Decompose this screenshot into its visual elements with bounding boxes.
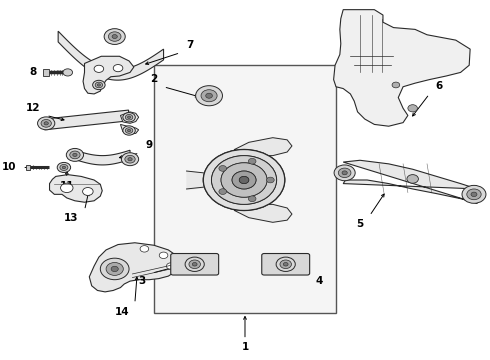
Circle shape bbox=[127, 129, 131, 132]
Circle shape bbox=[113, 64, 123, 72]
Bar bbox=[25, 165, 30, 170]
Circle shape bbox=[221, 163, 267, 197]
FancyBboxPatch shape bbox=[262, 253, 310, 275]
Circle shape bbox=[66, 148, 84, 161]
Circle shape bbox=[60, 165, 68, 171]
Polygon shape bbox=[75, 150, 130, 165]
Circle shape bbox=[140, 246, 148, 252]
Circle shape bbox=[203, 149, 285, 211]
Circle shape bbox=[467, 189, 481, 200]
Text: 5: 5 bbox=[357, 219, 364, 229]
Circle shape bbox=[95, 82, 102, 88]
Polygon shape bbox=[49, 175, 102, 202]
Text: 12: 12 bbox=[26, 103, 41, 113]
Circle shape bbox=[196, 86, 222, 106]
Circle shape bbox=[189, 260, 200, 269]
Circle shape bbox=[62, 166, 66, 169]
Circle shape bbox=[212, 156, 277, 204]
Text: 2: 2 bbox=[150, 74, 158, 84]
FancyBboxPatch shape bbox=[171, 253, 219, 275]
Circle shape bbox=[41, 120, 51, 127]
Circle shape bbox=[125, 155, 135, 163]
Bar bbox=[154, 65, 336, 313]
Circle shape bbox=[167, 263, 175, 269]
Circle shape bbox=[70, 151, 80, 159]
Circle shape bbox=[123, 126, 135, 135]
Circle shape bbox=[38, 117, 55, 130]
Text: 7: 7 bbox=[186, 40, 194, 50]
Circle shape bbox=[100, 258, 129, 280]
Circle shape bbox=[98, 84, 100, 86]
Bar bbox=[43, 69, 49, 76]
Circle shape bbox=[471, 192, 477, 197]
Circle shape bbox=[248, 196, 256, 202]
Circle shape bbox=[106, 262, 123, 275]
Circle shape bbox=[212, 156, 277, 204]
Polygon shape bbox=[121, 125, 139, 134]
Text: 3: 3 bbox=[139, 276, 146, 286]
Circle shape bbox=[239, 176, 249, 184]
Polygon shape bbox=[45, 110, 128, 130]
Circle shape bbox=[185, 257, 204, 271]
Circle shape bbox=[221, 163, 267, 197]
Circle shape bbox=[232, 171, 256, 189]
Circle shape bbox=[83, 188, 93, 195]
Circle shape bbox=[206, 93, 213, 98]
Text: 9: 9 bbox=[146, 140, 152, 150]
Circle shape bbox=[232, 171, 256, 189]
Circle shape bbox=[127, 116, 131, 118]
Circle shape bbox=[57, 162, 71, 172]
Circle shape bbox=[122, 153, 139, 166]
Circle shape bbox=[125, 128, 133, 133]
Circle shape bbox=[407, 175, 418, 183]
Polygon shape bbox=[58, 31, 164, 80]
Circle shape bbox=[267, 177, 274, 183]
Circle shape bbox=[111, 266, 118, 272]
Text: 13: 13 bbox=[64, 213, 79, 223]
Circle shape bbox=[94, 65, 104, 72]
Text: 1: 1 bbox=[242, 342, 248, 352]
Circle shape bbox=[125, 114, 133, 120]
Circle shape bbox=[61, 183, 73, 193]
Circle shape bbox=[201, 90, 217, 102]
Circle shape bbox=[462, 185, 486, 203]
Text: 6: 6 bbox=[435, 81, 442, 91]
Polygon shape bbox=[234, 204, 292, 222]
Circle shape bbox=[159, 252, 168, 258]
Circle shape bbox=[408, 105, 417, 112]
Circle shape bbox=[128, 158, 132, 161]
Circle shape bbox=[112, 35, 117, 39]
Circle shape bbox=[192, 262, 197, 266]
Circle shape bbox=[219, 166, 226, 171]
Circle shape bbox=[108, 32, 121, 41]
Circle shape bbox=[334, 165, 355, 181]
Circle shape bbox=[203, 149, 285, 211]
Circle shape bbox=[280, 260, 292, 269]
Circle shape bbox=[342, 171, 347, 175]
Circle shape bbox=[93, 80, 105, 90]
Polygon shape bbox=[343, 160, 477, 203]
Text: 10: 10 bbox=[2, 162, 17, 172]
Circle shape bbox=[44, 122, 49, 125]
Circle shape bbox=[283, 262, 288, 266]
Circle shape bbox=[392, 82, 400, 88]
Circle shape bbox=[219, 189, 226, 194]
Circle shape bbox=[123, 113, 135, 122]
Circle shape bbox=[338, 168, 351, 177]
Circle shape bbox=[276, 257, 295, 271]
Circle shape bbox=[73, 153, 77, 157]
Text: 11: 11 bbox=[60, 181, 74, 191]
Circle shape bbox=[248, 158, 256, 164]
Text: 8: 8 bbox=[30, 67, 37, 77]
Polygon shape bbox=[89, 243, 179, 292]
Text: 14: 14 bbox=[115, 307, 129, 316]
Circle shape bbox=[104, 29, 125, 44]
Polygon shape bbox=[234, 138, 292, 156]
Text: 4: 4 bbox=[316, 276, 323, 286]
Circle shape bbox=[63, 69, 73, 76]
Polygon shape bbox=[121, 112, 139, 123]
Polygon shape bbox=[334, 10, 470, 126]
Polygon shape bbox=[83, 56, 134, 94]
Circle shape bbox=[239, 176, 249, 184]
